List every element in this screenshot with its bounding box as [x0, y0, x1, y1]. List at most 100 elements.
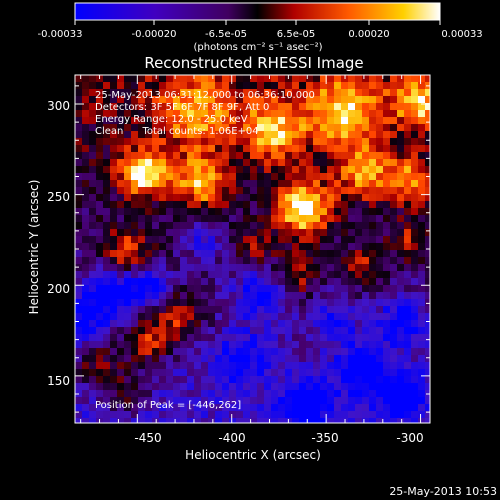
image-pixel: [138, 194, 145, 201]
image-pixel: [103, 236, 110, 243]
image-pixel: [327, 327, 334, 334]
image-pixel: [110, 180, 117, 187]
image-pixel: [145, 362, 152, 369]
image-pixel: [236, 208, 243, 215]
image-pixel: [264, 243, 271, 250]
image-pixel: [334, 103, 341, 110]
image-pixel: [82, 369, 89, 376]
image-pixel: [341, 334, 348, 341]
image-pixel: [152, 348, 159, 355]
image-pixel: [208, 145, 215, 152]
image-pixel: [229, 96, 236, 103]
image-pixel: [131, 404, 138, 411]
image-pixel: [285, 292, 292, 299]
image-pixel: [306, 271, 313, 278]
image-pixel: [117, 89, 124, 96]
image-pixel: [292, 320, 299, 327]
image-pixel: [215, 208, 222, 215]
image-pixel: [411, 376, 418, 383]
image-pixel: [383, 180, 390, 187]
image-pixel: [264, 355, 271, 362]
image-pixel: [208, 82, 215, 89]
image-pixel: [131, 117, 138, 124]
image-pixel: [173, 187, 180, 194]
image-pixel: [243, 201, 250, 208]
image-pixel: [229, 145, 236, 152]
image-pixel: [166, 376, 173, 383]
image-pixel: [110, 306, 117, 313]
image-pixel: [369, 96, 376, 103]
info-clean-counts: Clean Total counts: 1.06E+04: [95, 126, 259, 137]
image-pixel: [131, 166, 138, 173]
image-pixel: [208, 201, 215, 208]
image-pixel: [299, 355, 306, 362]
image-pixel: [82, 278, 89, 285]
image-pixel: [313, 208, 320, 215]
image-pixel: [418, 131, 425, 138]
image-pixel: [278, 89, 285, 96]
image-pixel: [418, 243, 425, 250]
image-pixel: [117, 369, 124, 376]
image-pixel: [243, 96, 250, 103]
image-pixel: [159, 334, 166, 341]
image-pixel: [124, 215, 131, 222]
image-pixel: [236, 166, 243, 173]
image-pixel: [369, 180, 376, 187]
image-pixel: [89, 306, 96, 313]
image-pixel: [75, 96, 82, 103]
image-pixel: [138, 390, 145, 397]
image-pixel: [390, 229, 397, 236]
image-pixel: [257, 355, 264, 362]
image-pixel: [376, 166, 383, 173]
image-pixel: [257, 243, 264, 250]
image-pixel: [201, 327, 208, 334]
image-pixel: [313, 82, 320, 89]
image-pixel: [327, 348, 334, 355]
image-pixel: [250, 96, 257, 103]
image-pixel: [124, 173, 131, 180]
image-pixel: [166, 341, 173, 348]
image-pixel: [215, 355, 222, 362]
image-pixel: [320, 383, 327, 390]
image-pixel: [75, 383, 82, 390]
image-pixel: [320, 110, 327, 117]
image-pixel: [152, 96, 159, 103]
image-pixel: [201, 229, 208, 236]
image-pixel: [362, 264, 369, 271]
image-pixel: [124, 397, 131, 404]
image-pixel: [138, 327, 145, 334]
image-pixel: [278, 103, 285, 110]
image-pixel: [299, 320, 306, 327]
image-pixel: [138, 271, 145, 278]
image-pixel: [250, 264, 257, 271]
image-pixel: [355, 243, 362, 250]
image-pixel: [187, 348, 194, 355]
image-pixel: [369, 404, 376, 411]
image-pixel: [180, 208, 187, 215]
image-pixel: [89, 341, 96, 348]
image-pixel: [334, 110, 341, 117]
image-pixel: [278, 243, 285, 250]
image-pixel: [124, 222, 131, 229]
image-pixel: [75, 292, 82, 299]
image-pixel: [320, 152, 327, 159]
image-pixel: [222, 222, 229, 229]
image-pixel: [243, 327, 250, 334]
image-pixel: [103, 355, 110, 362]
image-pixel: [383, 103, 390, 110]
image-pixel: [187, 187, 194, 194]
image-pixel: [306, 285, 313, 292]
image-pixel: [425, 320, 430, 327]
image-pixel: [243, 355, 250, 362]
image-pixel: [152, 327, 159, 334]
image-pixel: [264, 201, 271, 208]
image-pixel: [145, 390, 152, 397]
image-pixel: [327, 320, 334, 327]
image-pixel: [103, 341, 110, 348]
image-pixel: [383, 236, 390, 243]
image-pixel: [404, 222, 411, 229]
image-pixel: [264, 390, 271, 397]
image-pixel: [236, 152, 243, 159]
image-pixel: [313, 187, 320, 194]
image-pixel: [201, 285, 208, 292]
